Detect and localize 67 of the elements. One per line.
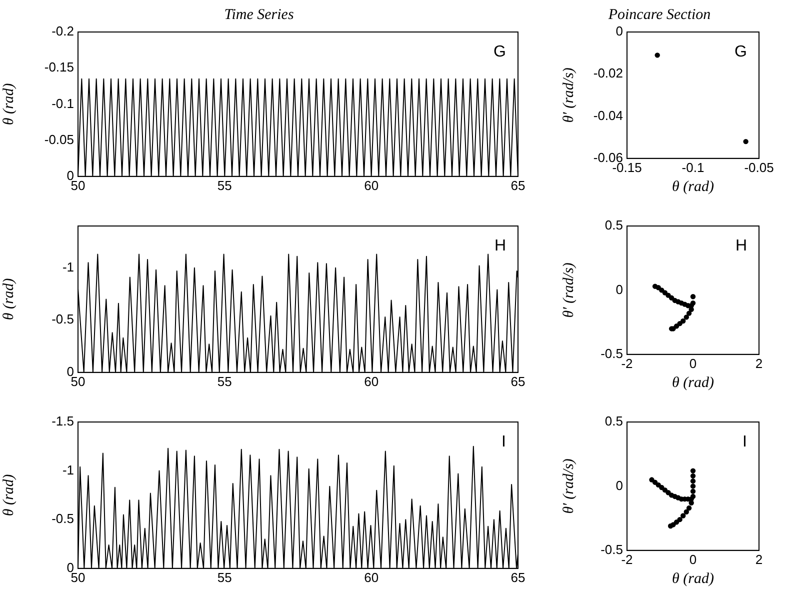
y-tick-label: 0 bbox=[616, 282, 623, 297]
y-tick-label: -1.5 bbox=[52, 414, 74, 429]
y-tick-label: -0.04 bbox=[593, 108, 623, 123]
x-tick-label: 60 bbox=[364, 178, 379, 193]
point bbox=[668, 523, 674, 529]
chart-title: Time Series bbox=[224, 6, 294, 23]
x-axis-title: θ (rad) bbox=[672, 570, 714, 587]
x-tick-label: 0 bbox=[689, 552, 697, 567]
point bbox=[686, 310, 692, 316]
point bbox=[668, 295, 674, 301]
y-axis-title: θ′ (rad/s) bbox=[560, 68, 577, 123]
annotation: I bbox=[502, 433, 506, 450]
y-axis-title: θ (rad) bbox=[0, 474, 17, 516]
point bbox=[684, 509, 689, 514]
point bbox=[684, 314, 689, 320]
y-axis-title: θ′ (rad/s) bbox=[560, 262, 577, 318]
annotation: G bbox=[734, 43, 747, 60]
y-tick-label: -1 bbox=[62, 259, 74, 274]
point bbox=[690, 494, 696, 500]
x-tick-label: -2 bbox=[621, 356, 633, 371]
annotation: G bbox=[494, 43, 506, 60]
point bbox=[690, 468, 696, 474]
chart-title: Poincare Section bbox=[607, 6, 711, 23]
x-tick-label: 60 bbox=[364, 374, 379, 389]
annotation: H bbox=[735, 237, 747, 254]
y-tick-label: -0.5 bbox=[52, 511, 74, 526]
point bbox=[690, 300, 696, 306]
x-tick-label: 0 bbox=[689, 356, 697, 371]
point bbox=[690, 484, 696, 489]
x-tick-label: -0.1 bbox=[682, 160, 704, 175]
annotation: H bbox=[494, 237, 506, 254]
y-axis-title: θ′ (rad/s) bbox=[560, 458, 577, 514]
x-tick-label: 55 bbox=[217, 178, 232, 193]
point bbox=[690, 294, 696, 300]
x-tick-label: 65 bbox=[510, 178, 526, 193]
y-tick-label: -0.2 bbox=[52, 24, 74, 39]
y-tick-label: -0.1 bbox=[52, 96, 74, 111]
x-tick-label: -0.05 bbox=[744, 160, 774, 175]
y-axis-title: θ (rad) bbox=[0, 83, 17, 126]
x-axis-title: θ (rad) bbox=[672, 374, 714, 391]
point bbox=[690, 473, 696, 479]
y-tick-label: -1 bbox=[62, 462, 74, 478]
y-tick-label: -0.5 bbox=[52, 312, 74, 327]
x-tick-label: 65 bbox=[510, 374, 526, 389]
x-tick-label: 55 bbox=[217, 374, 232, 389]
x-tick-label: 2 bbox=[755, 356, 763, 371]
point bbox=[680, 513, 686, 518]
point bbox=[690, 488, 696, 494]
y-tick-label: 0 bbox=[616, 478, 623, 493]
y-tick-label: -0.5 bbox=[600, 542, 623, 557]
y-tick-label: -0.05 bbox=[44, 132, 74, 147]
x-axis-title: θ (rad) bbox=[672, 178, 714, 195]
y-tick-label: 0.5 bbox=[604, 218, 623, 233]
x-tick-label: -2 bbox=[621, 552, 633, 567]
point bbox=[686, 505, 692, 511]
x-tick-label: 60 bbox=[364, 570, 379, 585]
y-axis-title: θ (rad) bbox=[0, 278, 17, 320]
y-tick-label: -0.15 bbox=[44, 60, 74, 75]
x-tick-label: 2 bbox=[755, 552, 763, 567]
annotation: I bbox=[742, 433, 747, 450]
x-tick-label: 55 bbox=[217, 570, 232, 585]
y-tick-label: 0.5 bbox=[604, 414, 623, 429]
y-tick-label: -0.5 bbox=[600, 346, 623, 361]
x-tick-label: 65 bbox=[510, 570, 526, 585]
point bbox=[690, 478, 696, 484]
y-tick-label: 0 bbox=[616, 24, 623, 39]
y-tick-label: -0.02 bbox=[593, 66, 623, 81]
